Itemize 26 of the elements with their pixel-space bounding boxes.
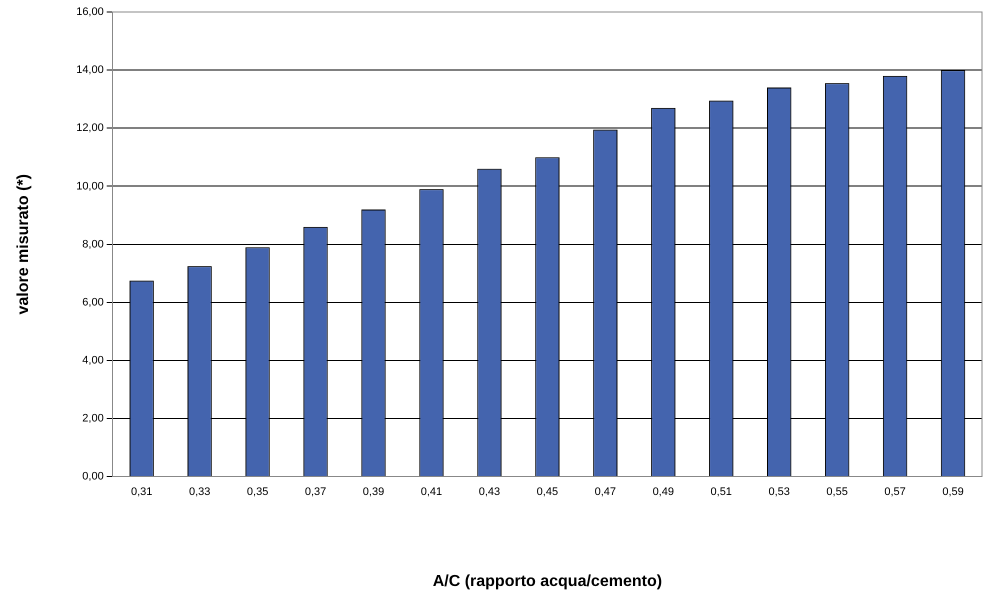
y-tick-label: 10,00 bbox=[76, 180, 104, 192]
x-tick-label: 0,51 bbox=[710, 486, 732, 498]
y-tick-label: 0,00 bbox=[82, 470, 104, 483]
x-tick-label: 0,31 bbox=[130, 486, 152, 498]
y-axis-title: valore misurato (*) bbox=[15, 174, 32, 315]
x-tick-label: 0,33 bbox=[188, 486, 210, 498]
x-tick-label: 0,43 bbox=[478, 486, 500, 498]
x-tick-label: 0,37 bbox=[304, 486, 326, 498]
y-tick-label: 8,00 bbox=[82, 238, 104, 250]
x-tick-label: 0,47 bbox=[594, 486, 616, 498]
x-tick-label: 0,49 bbox=[652, 486, 674, 498]
x-tick-label: 0,59 bbox=[942, 486, 964, 498]
x-tick-label: 0,45 bbox=[536, 486, 558, 498]
x-axis-title: A/C (rapporto acqua/cemento) bbox=[432, 572, 662, 590]
y-tick-label: 6,00 bbox=[82, 296, 104, 308]
x-tick-label: 0,53 bbox=[768, 486, 790, 498]
y-tick-label: 14,00 bbox=[76, 64, 104, 76]
x-tick-label: 0,55 bbox=[826, 486, 848, 498]
x-tick-label: 0,35 bbox=[246, 486, 268, 498]
x-tick-label: 0,57 bbox=[884, 486, 906, 498]
y-tick-label: 2,00 bbox=[82, 412, 104, 425]
x-tick-label: 0,39 bbox=[362, 486, 384, 498]
y-tick-label: 12,00 bbox=[76, 122, 104, 134]
y-tick-label: 4,00 bbox=[82, 354, 104, 366]
y-tick-label: 16,00 bbox=[76, 6, 104, 18]
x-tick-label: 0,41 bbox=[420, 486, 442, 498]
